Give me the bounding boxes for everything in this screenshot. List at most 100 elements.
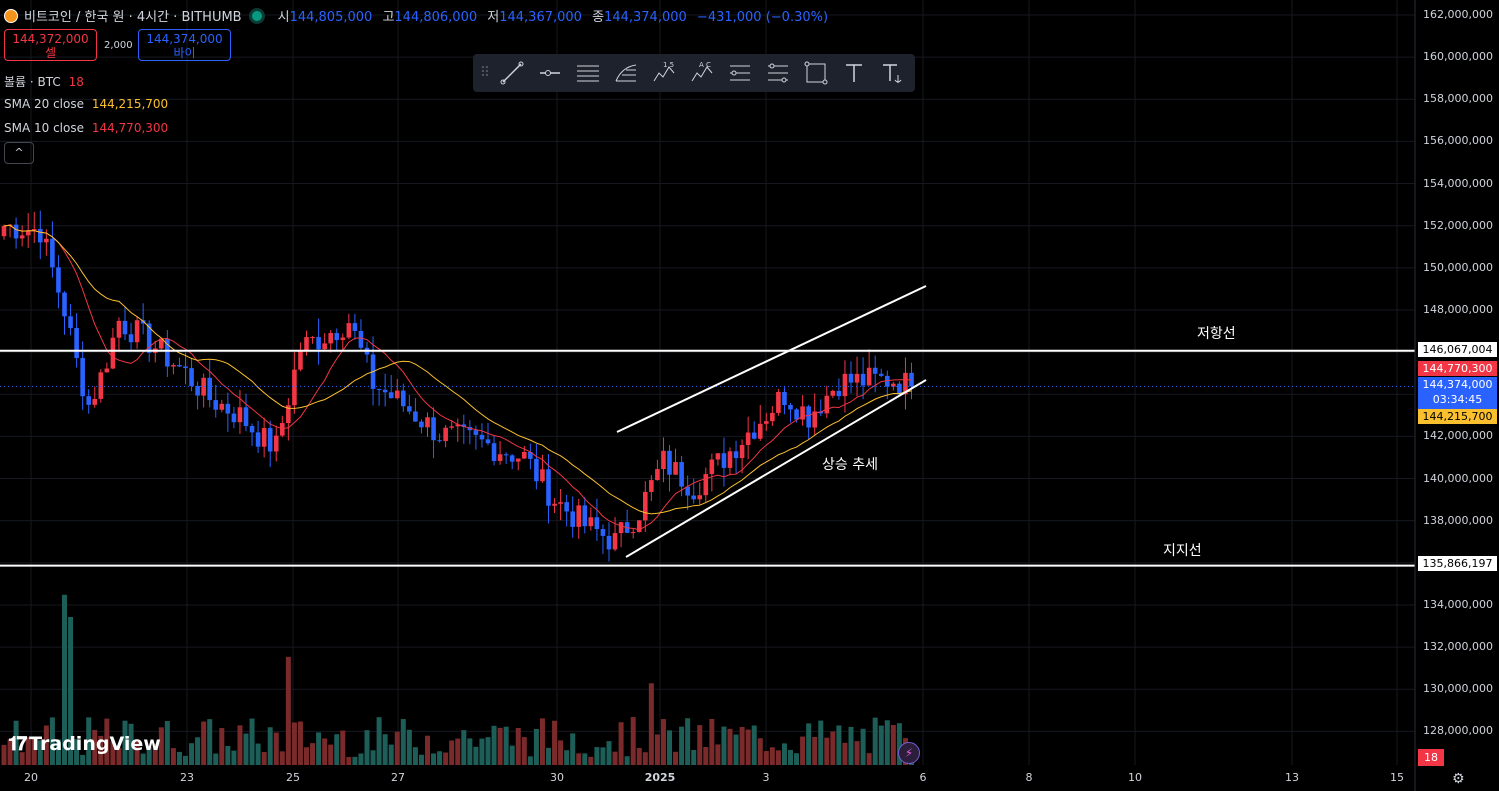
- sma10-legend[interactable]: SMA 10 close 144,770,300: [4, 121, 168, 135]
- buy-button[interactable]: 144,374,000 바이: [138, 29, 231, 61]
- sell-button[interactable]: 144,372,000 셀: [4, 29, 97, 61]
- candle-body: [709, 459, 715, 475]
- volume-bar: [388, 744, 394, 765]
- volume-bar: [13, 720, 19, 765]
- candle-body: [721, 453, 727, 468]
- parallel-channel-icon[interactable]: [569, 58, 607, 88]
- price-axis-label: 142,000,000: [1423, 429, 1493, 443]
- volume-bar: [55, 739, 61, 765]
- rectangle-icon[interactable]: [797, 58, 835, 88]
- drag-handle-icon[interactable]: ⠿: [479, 65, 491, 81]
- candle-body: [207, 377, 212, 401]
- volume-bar: [225, 745, 231, 765]
- volume-bar: [110, 741, 116, 765]
- resistance-annotation[interactable]: 저항선: [1197, 326, 1236, 342]
- candle-body: [745, 432, 751, 446]
- candle-body: [655, 469, 660, 481]
- volume-bar: [503, 726, 509, 765]
- volume-bar: [104, 718, 110, 765]
- volume-bar: [848, 726, 854, 765]
- candle-body: [388, 392, 394, 399]
- volume-bar: [842, 742, 848, 765]
- collapse-legend-button[interactable]: ^: [4, 142, 34, 164]
- symbol-title[interactable]: 비트코인 / 한국 원 · 4시간 · BITHUMB: [24, 10, 242, 25]
- volume-bar: [642, 752, 648, 765]
- volume-bar: [134, 740, 140, 765]
- candle-body: [431, 417, 436, 441]
- xabcd-pattern-icon[interactable]: A C: [683, 58, 721, 88]
- price-axis-label: 150,000,000: [1423, 260, 1493, 274]
- volume-bar: [316, 732, 322, 765]
- volume-bar: [836, 725, 842, 765]
- candle-body: [165, 338, 170, 367]
- candle-body: [443, 427, 448, 442]
- volume-bar: [594, 747, 600, 765]
- horizontal-ray-icon[interactable]: [531, 58, 569, 88]
- volume-bar: [62, 594, 67, 765]
- volume-bar: [291, 722, 297, 765]
- candle-body: [534, 458, 539, 482]
- volume-bar: [533, 728, 539, 765]
- candle-body: [449, 426, 454, 428]
- trend-line-icon[interactable]: [493, 58, 531, 88]
- sma10-legend-value: 144,770,300: [91, 121, 169, 135]
- price-range-icon[interactable]: [721, 58, 759, 88]
- close-value: 144,374,000: [604, 10, 687, 25]
- trend-annotation[interactable]: 상승 추세: [822, 457, 878, 473]
- candle-body: [322, 343, 327, 350]
- trend-channel-lower: [625, 379, 927, 558]
- candle-body: [685, 486, 690, 496]
- volume-bar: [781, 743, 787, 765]
- candle-body: [146, 323, 152, 353]
- volume-bar: [394, 731, 400, 765]
- symbol-header: 비트코인 / 한국 원 · 4시간 · BITHUMB 시144,805,000…: [4, 6, 828, 25]
- volume-bar: [170, 748, 176, 765]
- anchored-text-icon[interactable]: [873, 58, 911, 88]
- sma20-legend[interactable]: SMA 20 close 144,215,700: [4, 97, 168, 111]
- candle-body: [68, 316, 73, 329]
- volume-bar: [437, 751, 443, 765]
- fib-retracement-icon[interactable]: [607, 58, 645, 88]
- candle-body: [1, 225, 7, 237]
- date-price-range-icon[interactable]: [759, 58, 797, 88]
- volume-bar: [775, 750, 781, 765]
- candle-body: [649, 480, 654, 492]
- volume-legend[interactable]: 볼륨 · BTC 18: [4, 73, 84, 90]
- volume-bar: [824, 737, 830, 765]
- candle-body: [576, 505, 582, 527]
- elliott-wave-icon[interactable]: 1 5: [645, 58, 683, 88]
- volume-bar: [322, 738, 328, 765]
- volume-bar: [830, 731, 836, 765]
- candle-body: [485, 439, 491, 444]
- volume-bar: [872, 717, 878, 765]
- bar-countdown: 03:34:45: [1432, 393, 1483, 406]
- candle-body: [461, 424, 467, 427]
- flash-icon[interactable]: ⚡: [898, 742, 920, 764]
- candle-body: [195, 385, 200, 396]
- gear-icon[interactable]: ⚙: [1452, 771, 1465, 787]
- volume-bar: [697, 725, 703, 765]
- volume-bar: [709, 719, 715, 765]
- price-axis-label: 130,000,000: [1423, 682, 1493, 696]
- price-axis-label: 152,000,000: [1423, 218, 1493, 232]
- volume-bar: [43, 725, 49, 765]
- tradingview-logo[interactable]: 𝟏𝟕 TradingView: [8, 733, 161, 755]
- text-icon[interactable]: [835, 58, 873, 88]
- candle-body: [528, 451, 533, 459]
- candle-body: [691, 495, 696, 500]
- candle-body: [86, 396, 91, 405]
- low-label: 저: [487, 10, 500, 25]
- support-annotation[interactable]: 지지선: [1163, 543, 1202, 559]
- change-value: −431,000 (−0.30%): [696, 10, 829, 25]
- candle-body: [757, 423, 763, 439]
- candle-body: [885, 375, 890, 387]
- volume-bar: [146, 746, 152, 765]
- candle-body: [600, 529, 606, 536]
- volume-bar: [285, 656, 291, 765]
- volume-bar: [788, 749, 793, 765]
- volume-bar: [370, 750, 376, 765]
- candle-body: [564, 502, 569, 512]
- price-axis-label: 140,000,000: [1423, 471, 1493, 485]
- svg-text:A C: A C: [699, 61, 711, 69]
